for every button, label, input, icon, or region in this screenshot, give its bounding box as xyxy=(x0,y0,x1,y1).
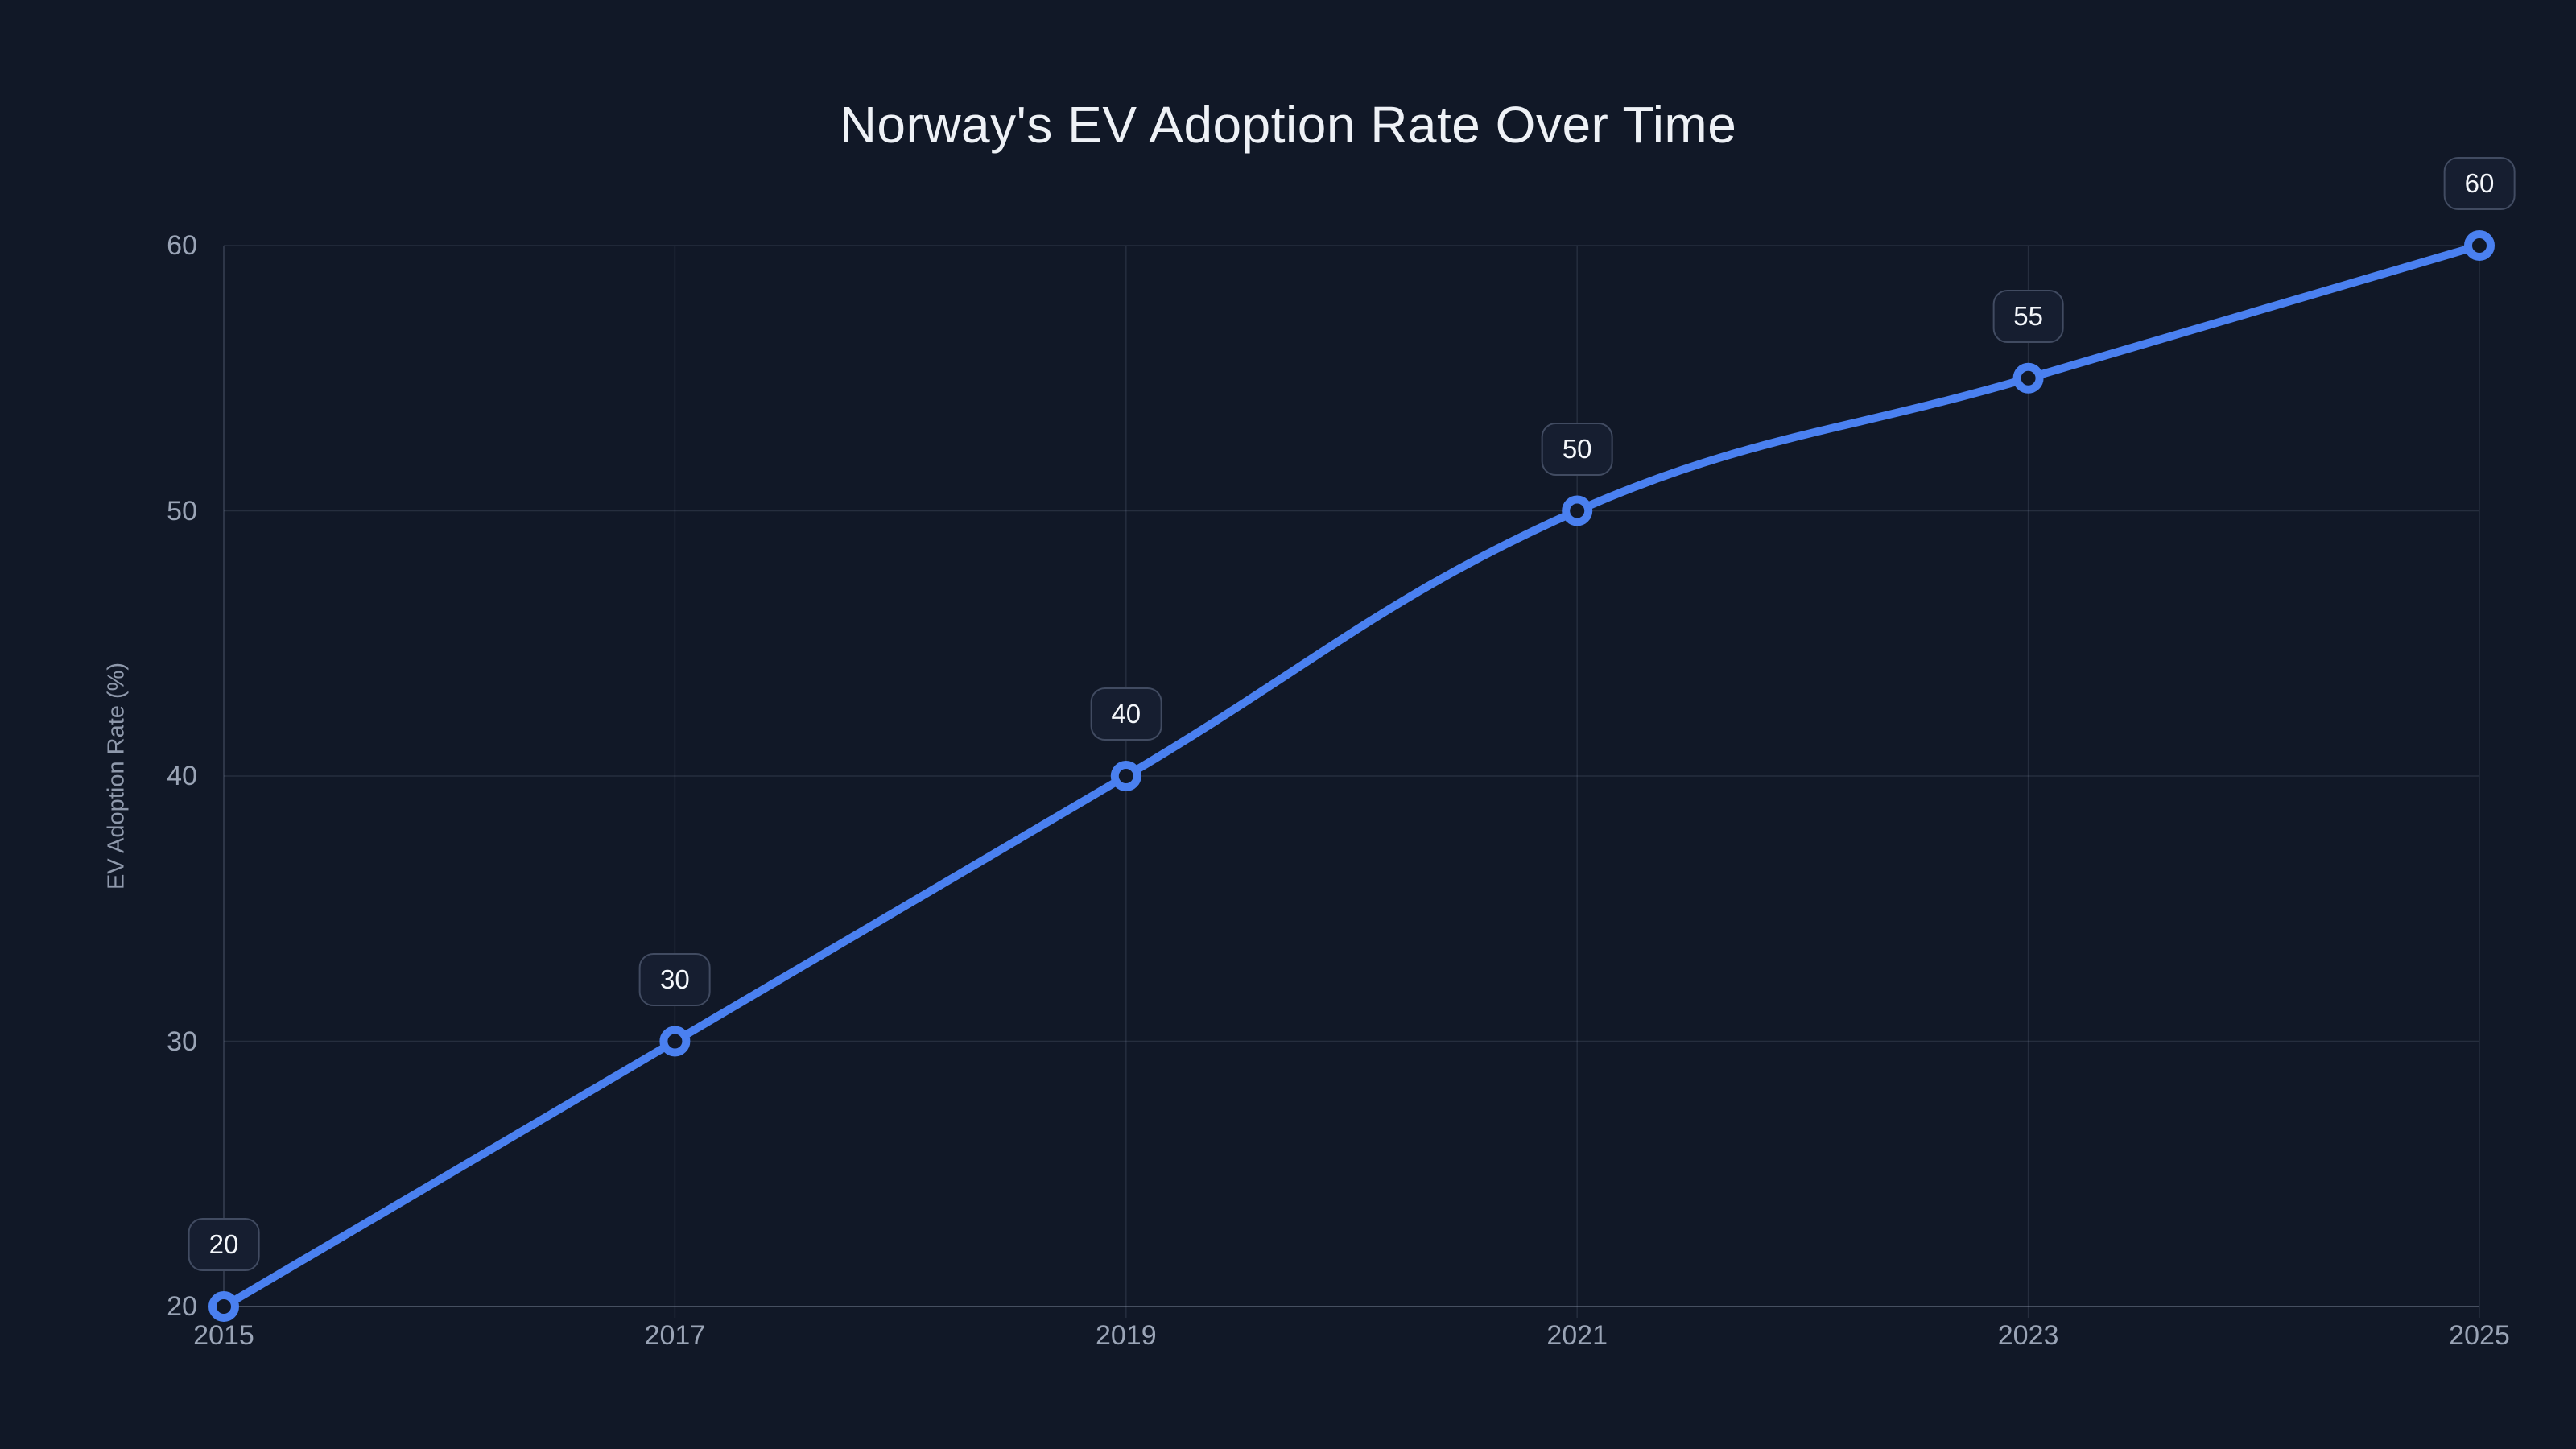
y-tick-label: 50 xyxy=(167,495,197,526)
data-point-marker[interactable] xyxy=(2013,362,2044,394)
data-point-label: 40 xyxy=(1090,687,1162,741)
y-tick-label: 60 xyxy=(167,230,197,261)
x-tick-label: 2019 xyxy=(1095,1320,1157,1351)
line-series xyxy=(220,242,2483,1311)
x-tick-label: 2023 xyxy=(1997,1320,2059,1351)
data-point-marker[interactable] xyxy=(2464,230,2495,261)
data-point-marker[interactable] xyxy=(1110,761,1141,791)
y-tick-label: 20 xyxy=(167,1291,197,1322)
data-point-marker[interactable] xyxy=(1562,495,1593,526)
y-tick-label: 30 xyxy=(167,1026,197,1057)
y-tick-label: 40 xyxy=(167,761,197,791)
x-tick-label: 2025 xyxy=(2449,1320,2510,1351)
data-point-label: 50 xyxy=(1541,422,1613,476)
data-point-label: 20 xyxy=(188,1218,260,1271)
x-tick-label: 2017 xyxy=(644,1320,706,1351)
data-point-marker[interactable] xyxy=(659,1026,691,1057)
x-tick-label: 2015 xyxy=(193,1320,254,1351)
data-point-label: 60 xyxy=(2443,157,2516,210)
chart-title: Norway's EV Adoption Rate Over Time xyxy=(839,96,1737,154)
x-tick-label: 2021 xyxy=(1546,1320,1608,1351)
data-point-marker[interactable] xyxy=(208,1291,239,1322)
data-point-label: 55 xyxy=(1992,289,2064,343)
data-point-label: 30 xyxy=(639,952,711,1006)
